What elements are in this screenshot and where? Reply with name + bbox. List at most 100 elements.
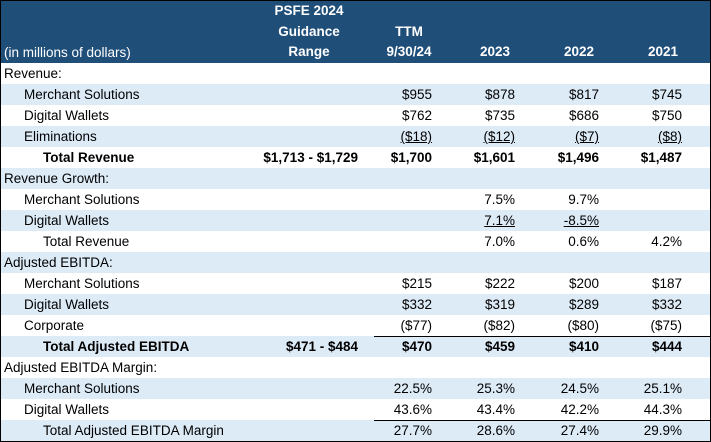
table-header: (in millions of dollars) PSFE 2024 Guida… bbox=[1, 1, 710, 63]
row-label: Digital Wallets bbox=[24, 108, 110, 123]
header-2022: 2022 bbox=[555, 42, 603, 63]
table-row: Total Adjusted EBITDA $471 - $484 $470 $459… bbox=[1, 336, 710, 357]
total-rule-line bbox=[374, 336, 710, 337]
cell-2021: $332 bbox=[651, 297, 682, 312]
row-label: Revenue Growth: bbox=[4, 171, 110, 186]
cell-ttm: ($18) bbox=[400, 129, 432, 144]
row-label: Digital Wallets bbox=[24, 213, 110, 228]
cell-guidance: $1,713 - $1,729 bbox=[263, 150, 358, 165]
cell-ttm: $332 bbox=[401, 297, 432, 312]
cell-2022: 42.2% bbox=[560, 402, 599, 417]
cell-2021: $1,487 bbox=[640, 150, 682, 165]
table-row: Revenue: bbox=[1, 63, 710, 84]
cell-2022: ($80) bbox=[567, 318, 599, 333]
cell-2021: ($75) bbox=[650, 318, 682, 333]
cell-ttm: 22.5% bbox=[393, 381, 432, 396]
cell-ttm: $215 bbox=[401, 276, 432, 291]
cell-ttm: 27.7% bbox=[393, 423, 432, 438]
cell-2021: $187 bbox=[651, 276, 682, 291]
cell-2022: -8.5% bbox=[563, 213, 599, 228]
row-label: Digital Wallets bbox=[24, 297, 110, 312]
cell-2022: 9.7% bbox=[568, 192, 599, 207]
table-row: Eliminations ($18) ($12) ($7) ($8) bbox=[1, 126, 710, 147]
table-row: Revenue Growth: bbox=[1, 168, 710, 189]
row-label: Eliminations bbox=[24, 129, 97, 144]
cell-2023: 25.3% bbox=[476, 381, 515, 396]
table-row: Digital Wallets 43.6% 43.4% 42.2% 44.3% bbox=[1, 399, 710, 420]
cell-ttm: $955 bbox=[401, 87, 432, 102]
cell-2023: 7.5% bbox=[484, 192, 515, 207]
table-row: Total Revenue $1,713 - $1,729 $1,700 $1,601… bbox=[1, 147, 710, 168]
cell-2021: 4.2% bbox=[651, 234, 682, 249]
table-row: Corporate ($77) ($82) ($80) ($75) bbox=[1, 315, 710, 336]
cell-2022: 27.4% bbox=[560, 423, 599, 438]
cell-2023: $319 bbox=[484, 297, 515, 312]
header-2022-label: 2022 bbox=[563, 44, 595, 59]
header-2023-label: 2023 bbox=[479, 44, 511, 59]
cell-2023: $222 bbox=[484, 276, 515, 291]
header-guidance-line1: PSFE 2024 bbox=[274, 3, 344, 18]
cell-2021: $750 bbox=[651, 108, 682, 123]
cell-ttm: $470 bbox=[401, 339, 432, 354]
cell-2021: ($8) bbox=[657, 129, 682, 144]
header-ttm: TTM 9/30/24 bbox=[379, 1, 439, 63]
cell-2023: 7.1% bbox=[484, 213, 515, 228]
row-label: Total Revenue bbox=[43, 150, 135, 165]
table-row: Merchant Solutions 22.5% 25.3% 24.5% 25.1% bbox=[1, 378, 710, 399]
cell-2022: $200 bbox=[568, 276, 599, 291]
row-label: Merchant Solutions bbox=[24, 87, 140, 102]
header-ttm-line2: TTM bbox=[395, 23, 423, 39]
header-ttm-line3: 9/30/24 bbox=[386, 44, 432, 59]
header-ttm-line1 bbox=[379, 1, 439, 22]
cell-ttm: $1,700 bbox=[390, 150, 432, 165]
cell-ttm: 43.6% bbox=[393, 402, 432, 417]
cell-2023: ($12) bbox=[483, 129, 515, 144]
table-row: Digital Wallets $332 $319 $289 $332 bbox=[1, 294, 710, 315]
table-row: Digital Wallets 7.1% -8.5% bbox=[1, 210, 710, 231]
cell-guidance: $471 - $484 bbox=[285, 339, 358, 354]
row-label: Digital Wallets bbox=[24, 402, 110, 417]
row-label: Total Adjusted EBITDA bbox=[43, 339, 190, 354]
cell-2023: $1,601 bbox=[473, 150, 515, 165]
row-label: Revenue: bbox=[4, 66, 62, 81]
cell-2022: $1,496 bbox=[557, 150, 599, 165]
cell-2022: $410 bbox=[568, 339, 599, 354]
cell-2021: 44.3% bbox=[643, 402, 682, 417]
cell-2022: $686 bbox=[568, 108, 599, 123]
table-body: Revenue: Merchant Solutions $955 $878 $817 $7… bbox=[1, 63, 710, 441]
table-row: Adjusted EBITDA Margin: bbox=[1, 357, 710, 378]
row-label: Merchant Solutions bbox=[24, 192, 140, 207]
header-guidance: PSFE 2024 Guidance Range bbox=[259, 1, 359, 63]
cell-2023: 43.4% bbox=[476, 402, 515, 417]
cell-2021: $444 bbox=[651, 339, 682, 354]
cell-2021: 29.9% bbox=[643, 423, 682, 438]
row-label: Merchant Solutions bbox=[24, 276, 140, 291]
cell-2022: 0.6% bbox=[568, 234, 599, 249]
table-row: Merchant Solutions $215 $222 $200 $187 bbox=[1, 273, 710, 294]
row-label: Total Adjusted EBITDA Margin bbox=[43, 423, 224, 438]
cell-ttm: $762 bbox=[401, 108, 432, 123]
table-row: Adjusted EBITDA: bbox=[1, 252, 710, 273]
cell-2022: 24.5% bbox=[560, 381, 599, 396]
units-label: (in millions of dollars) bbox=[4, 45, 131, 60]
cell-2023: $735 bbox=[484, 108, 515, 123]
cell-2023: 7.0% bbox=[484, 234, 515, 249]
row-label: Adjusted EBITDA Margin: bbox=[4, 360, 158, 375]
table-row: Merchant Solutions $955 $878 $817 $745 bbox=[1, 84, 710, 105]
cell-2022: $817 bbox=[568, 87, 599, 102]
cell-2022: ($7) bbox=[574, 129, 599, 144]
cell-2021: $745 bbox=[651, 87, 682, 102]
row-label: Total Revenue bbox=[43, 234, 130, 249]
total-rule-line bbox=[374, 420, 710, 421]
row-label: Adjusted EBITDA: bbox=[4, 255, 113, 270]
table-row: Total Adjusted EBITDA Margin 27.7% 28.6% 27… bbox=[1, 420, 710, 441]
cell-2023: $878 bbox=[484, 87, 515, 102]
table-row: Merchant Solutions 7.5% 9.7% bbox=[1, 189, 710, 210]
header-2023: 2023 bbox=[471, 42, 519, 63]
row-label: Corporate bbox=[24, 318, 85, 333]
header-guidance-line3: Range bbox=[288, 44, 330, 59]
table-row: Total Revenue 7.0% 0.6% 4.2% bbox=[1, 231, 710, 252]
cell-2022: $289 bbox=[568, 297, 599, 312]
header-guidance-line2: Guidance bbox=[278, 23, 340, 39]
